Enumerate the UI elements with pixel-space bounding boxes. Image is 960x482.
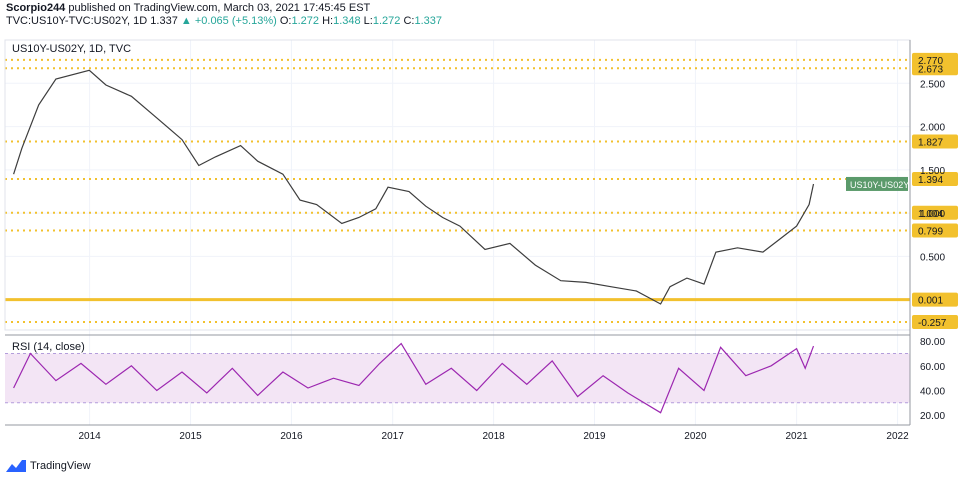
price-level-label: 1.827 (918, 138, 943, 149)
x-tick-label: 2022 (886, 431, 909, 442)
tradingview-brand[interactable]: TradingView (6, 460, 91, 472)
symbol-tag-label: US10Y-US02Y (850, 180, 909, 190)
x-tick-label: 2019 (583, 431, 606, 442)
series-lines (13, 69, 815, 414)
price-level-label: 1.004 (918, 209, 943, 220)
price-level-tag (912, 223, 958, 238)
main-legend: US10Y-US02Y, 1D, TVC (12, 43, 131, 55)
brand-name: TradingView (30, 460, 91, 472)
rsi-y-tick-label: 20.00 (920, 411, 945, 422)
y-tick-label: 2.500 (920, 79, 945, 90)
symbol-info: TVC:US10Y-TVC:US02Y, 1D (6, 15, 148, 27)
axes (4, 39, 911, 426)
publish-info: Scorpio244 published on TradingView.com,… (6, 2, 370, 14)
price-level-label: -0.257 (918, 318, 947, 329)
x-tick-label: 2018 (482, 431, 505, 442)
close-value: 1.337 (414, 15, 442, 27)
rsi-y-tick-label: 80.00 (920, 337, 945, 348)
price-level-tag (912, 314, 958, 329)
high-value: 1.348 (333, 15, 361, 27)
x-tick-label: 2016 (280, 431, 303, 442)
x-tick-label: 2017 (382, 431, 405, 442)
low-value: 1.272 (372, 15, 401, 27)
price-level-label: 2.770 (918, 56, 943, 67)
ohlc-line: TVC:US10Y-TVC:US02Y, 1D 1.337 ▲ +0.065 (… (6, 15, 442, 27)
rsi-overbought-band (5, 353, 910, 403)
up-arrow-icon: ▲ (180, 15, 192, 27)
axis-labels: 2014 2015 2016 2017 2018 2019 2020 2021 2022 2.50… (78, 56, 946, 442)
symbol-tag-bg (846, 176, 908, 191)
close-label: C: (403, 15, 415, 27)
rsi-y-tick-label: 40.00 (920, 386, 945, 397)
x-tick-label: 2021 (786, 431, 809, 442)
rsi-band (5, 352, 910, 404)
open-label: O: (279, 15, 292, 27)
x-tick-label: 2015 (179, 431, 202, 442)
open-value: 1.272 (291, 15, 320, 27)
price-level-tag (912, 134, 958, 149)
price-level-label: 1.394 (918, 175, 943, 186)
price-level-tag (912, 205, 958, 220)
x-tick-label: 2014 (78, 431, 101, 442)
low-label: L: (363, 15, 373, 27)
price-change: +0.065 (+5.13%) (194, 15, 277, 27)
price-level-label: 0.799 (918, 227, 943, 238)
rsi-legend: RSI (14, close) (12, 341, 85, 353)
high-label: H: (322, 15, 334, 27)
price-level-tag (912, 172, 958, 187)
grid (5, 40, 910, 425)
price-level-label: 2.673 (918, 64, 943, 75)
rsi-series-line (13, 342, 815, 414)
rsi-y-tick-label: 60.00 (920, 362, 945, 373)
spread-series-line (13, 69, 815, 305)
y-tick-label: 2.000 (920, 123, 945, 134)
price-levels (5, 52, 958, 329)
tradingview-logo-icon (6, 460, 26, 472)
price-level-tag (912, 292, 958, 307)
chart-canvas[interactable]: 2014 2015 2016 2017 2018 2019 2020 2021 2022 2.50… (0, 30, 960, 455)
published-text: published on TradingView.com, March 03, … (68, 2, 371, 14)
y-tick-label: 0.500 (920, 252, 945, 263)
author-name[interactable]: Scorpio244 (6, 2, 66, 14)
last-price: 1.337 (150, 15, 178, 27)
price-level-tag (912, 61, 958, 76)
y-tick-label: 1.500 (920, 166, 945, 177)
y-tick-label: 1.000 (920, 209, 945, 220)
x-tick-label: 2020 (684, 431, 707, 442)
price-level-label: 0.001 (918, 296, 943, 307)
